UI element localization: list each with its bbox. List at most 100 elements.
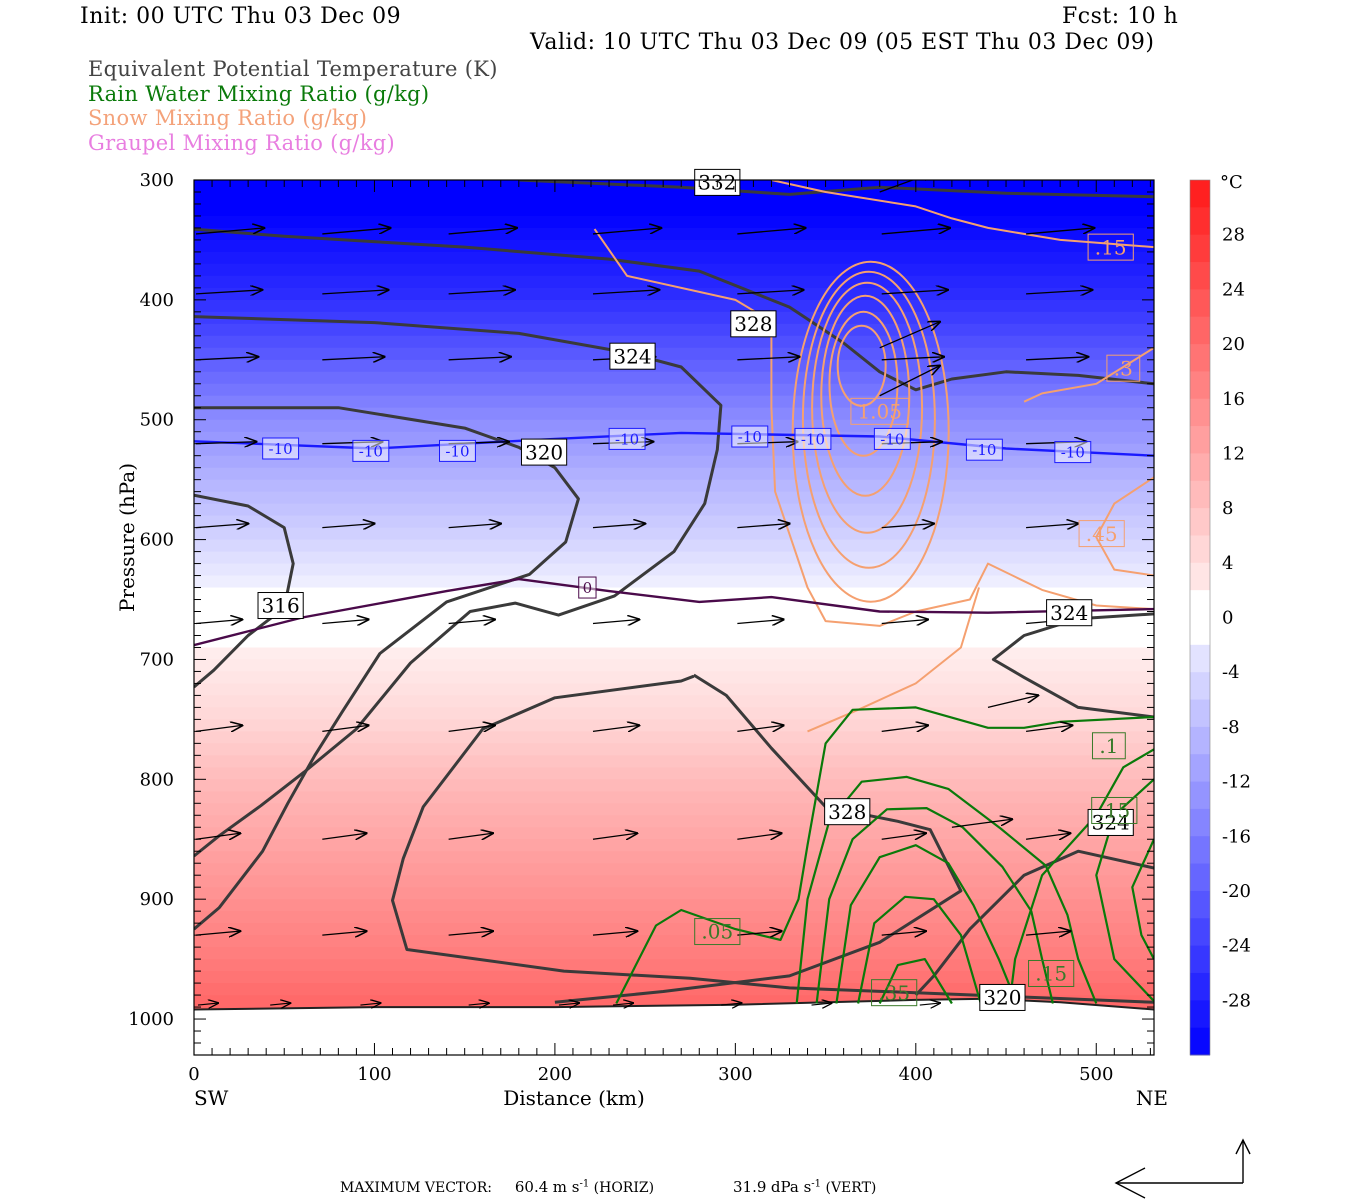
isotherm-label-box	[578, 576, 597, 599]
wind-vector	[322, 931, 366, 935]
colorbar-segment	[1190, 316, 1210, 345]
theta-e-label: 324	[1092, 811, 1130, 835]
colorbar-segment	[1190, 344, 1210, 372]
theta-e-label-box	[257, 592, 304, 620]
vert-tag: (VERT)	[825, 1180, 877, 1196]
snow-contour	[811, 281, 924, 534]
wind-vector	[448, 524, 501, 528]
temp-band	[194, 587, 1154, 601]
rain-label-box	[1028, 959, 1075, 987]
temp-band	[194, 215, 1154, 229]
temp-band	[194, 407, 1154, 421]
temp-band	[194, 551, 1154, 565]
temp-band	[194, 911, 1154, 924]
snow-contours	[593, 180, 1154, 733]
rain-label: .05	[701, 920, 733, 944]
rain-contour	[615, 706, 1154, 1004]
colorbar-segment	[1190, 890, 1210, 919]
theta-e-label-box	[979, 983, 1026, 1011]
colorbar-segment	[1190, 207, 1210, 236]
wind-vector	[592, 619, 639, 623]
temp-band	[194, 539, 1154, 553]
x-tick-label: 0	[188, 1064, 199, 1085]
colorbar-tick-label: 24	[1222, 279, 1245, 300]
colorbar-segment	[1190, 562, 1210, 591]
temp-band	[194, 683, 1154, 697]
theta-e-label: 320	[525, 440, 563, 464]
theta-e-label-box	[1046, 599, 1093, 627]
isotherm-label-box	[439, 439, 476, 462]
wind-vector	[721, 1003, 741, 1005]
snow-contour	[801, 270, 936, 569]
plot-frame	[193, 179, 1155, 1056]
isotherm-label-box	[608, 427, 646, 450]
temp-band	[194, 803, 1154, 816]
colorbar-tick-label: 28	[1222, 225, 1245, 246]
colorbar-tick-label: -8	[1222, 717, 1240, 738]
theta-e-label: 316	[262, 594, 300, 618]
colorbar-segment	[1190, 453, 1210, 482]
plot-border	[193, 179, 1155, 1056]
temp-band	[194, 527, 1154, 541]
isotherm-label: -10	[738, 428, 762, 446]
temp-band	[194, 287, 1154, 301]
wind-vector	[987, 695, 1038, 709]
wind-vector	[737, 524, 789, 528]
colorbar-segment	[1190, 808, 1210, 837]
wind-vector	[737, 357, 799, 360]
wind-vector	[448, 357, 511, 360]
vert-value: 31.9	[732, 1178, 767, 1196]
temp-band	[194, 935, 1154, 948]
temp-band	[194, 491, 1154, 505]
legend-rain: Rain Water Mixing Ratio (g/kg)	[88, 82, 430, 106]
wind-vector	[881, 357, 944, 360]
temp-band	[194, 263, 1154, 277]
temp-band	[194, 335, 1154, 349]
theta-e-line	[391, 674, 1154, 1004]
temp-band	[194, 599, 1154, 613]
horiz-value: 60.4	[514, 1178, 549, 1196]
colorbar-segment	[1190, 426, 1210, 454]
forecast-hour: Fcst: 10 h	[1062, 4, 1179, 29]
isotherm-label: -10	[801, 430, 825, 448]
wind-vector	[592, 931, 637, 935]
wind-vector	[448, 290, 515, 294]
wind-vector	[881, 290, 948, 294]
rain-contour	[835, 844, 1018, 1004]
snow-label: .15	[1095, 235, 1127, 259]
legend-theta-e: Equivalent Potential Temperature (K)	[88, 57, 498, 81]
isotherm-label: 0	[583, 579, 593, 597]
colorbar: °C 28 24 20 16 12 8 4 0 -4 -8 -12 -16 -20 -24 -28	[1189, 172, 1251, 1056]
isotherm-label-box	[731, 425, 769, 448]
colorbar-border	[1189, 179, 1211, 1056]
isotherm-label: -10	[880, 430, 904, 448]
x-tick-label: 200	[538, 1064, 572, 1085]
theta-e-label-box	[520, 438, 568, 466]
wind-vector	[322, 290, 388, 294]
temp-band	[194, 419, 1154, 433]
wind-vector	[322, 833, 366, 839]
temp-band	[194, 347, 1154, 361]
wind-vector	[195, 290, 262, 294]
isotherm-line	[194, 577, 1154, 647]
temp-band	[194, 743, 1154, 756]
colorbar-segment	[1190, 644, 1210, 673]
vert-exp: -1	[811, 1178, 822, 1190]
ground-fill	[194, 998, 1154, 1055]
wind-vector	[322, 725, 368, 731]
temp-band	[194, 851, 1154, 864]
wind-vector	[195, 833, 240, 839]
theta-e-label-box	[1087, 808, 1134, 836]
colorbar-segment	[1190, 672, 1210, 701]
temp-band	[194, 575, 1154, 589]
temp-band	[194, 311, 1154, 325]
isotherm-label: -10	[972, 441, 996, 459]
wind-vector	[881, 931, 926, 935]
wind-vector	[592, 524, 645, 528]
colorbar-segment	[1190, 972, 1210, 1001]
x-endpoint-left: SW	[194, 1086, 229, 1110]
temp-band	[194, 299, 1154, 313]
wind-vector	[737, 931, 781, 935]
wind-vector	[919, 1003, 940, 1005]
